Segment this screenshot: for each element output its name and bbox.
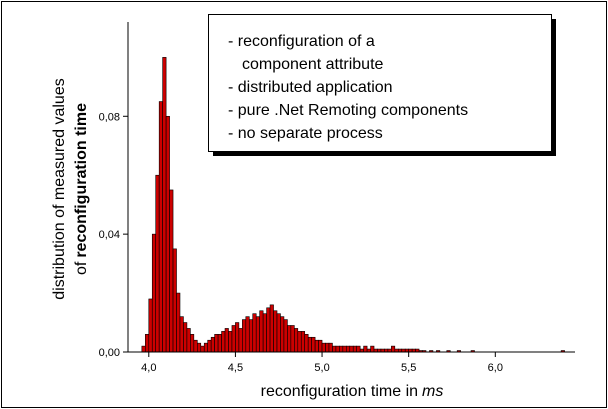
x-tick-label: 4,5 bbox=[228, 362, 243, 374]
bar bbox=[339, 345, 344, 353]
bar bbox=[200, 345, 205, 353]
bar bbox=[262, 313, 267, 353]
bar bbox=[370, 345, 375, 353]
bar bbox=[346, 345, 351, 353]
bar bbox=[210, 336, 215, 353]
y-axis-label: distribution of measured values bbox=[51, 78, 68, 299]
bar bbox=[203, 342, 208, 353]
bar bbox=[328, 342, 333, 353]
bar bbox=[224, 328, 229, 353]
annotation-box bbox=[208, 14, 552, 152]
bar bbox=[197, 342, 202, 353]
bar bbox=[321, 342, 326, 353]
y-axis-label-bold: reconfiguration time bbox=[73, 103, 90, 258]
bar bbox=[356, 345, 361, 353]
annotation-line: - no separate process bbox=[228, 125, 383, 142]
bar bbox=[214, 334, 219, 353]
bar bbox=[318, 339, 323, 353]
annotation-line: component attribute bbox=[242, 56, 384, 73]
bar bbox=[193, 339, 198, 353]
bar bbox=[221, 331, 226, 353]
bar bbox=[179, 316, 184, 353]
bar bbox=[266, 307, 271, 353]
bar bbox=[255, 316, 260, 353]
bar bbox=[169, 189, 174, 353]
bar bbox=[252, 313, 257, 353]
x-tick-label: 5,0 bbox=[314, 362, 329, 374]
bar bbox=[283, 319, 288, 353]
bar bbox=[248, 319, 254, 353]
annotation-line: - distributed application bbox=[228, 79, 393, 96]
annotation-line: - reconfiguration of a bbox=[228, 33, 375, 50]
bar bbox=[342, 345, 347, 353]
annotation-line: - pure .Net Remoting components bbox=[228, 102, 468, 119]
bar bbox=[314, 339, 319, 353]
bar bbox=[158, 101, 163, 353]
bar bbox=[155, 174, 160, 353]
bar bbox=[290, 325, 295, 353]
bar bbox=[352, 345, 357, 353]
bar bbox=[238, 328, 243, 353]
bar bbox=[335, 345, 340, 353]
bar bbox=[186, 328, 191, 353]
bar bbox=[304, 334, 309, 353]
annotation: - reconfiguration of a component attribut… bbox=[228, 33, 468, 142]
bar bbox=[259, 310, 264, 353]
bar bbox=[245, 316, 250, 353]
y-axis-label-prefix: of bbox=[73, 261, 90, 275]
bar bbox=[280, 316, 285, 353]
bar bbox=[148, 298, 153, 353]
bar bbox=[269, 304, 274, 353]
x-tick-label: 6,0 bbox=[488, 362, 503, 374]
bar bbox=[300, 331, 306, 353]
bar bbox=[391, 345, 396, 353]
y-tick-label: 0,08 bbox=[99, 111, 120, 123]
y-tick-label: 0,00 bbox=[99, 347, 120, 359]
bar bbox=[297, 331, 302, 353]
bar bbox=[217, 334, 222, 353]
bar bbox=[145, 334, 150, 353]
bar bbox=[242, 319, 247, 353]
x-axis-label: reconfiguration time in ms bbox=[261, 383, 444, 400]
x-tick-label: 5,5 bbox=[401, 362, 416, 374]
bar bbox=[183, 322, 188, 353]
bar bbox=[363, 345, 368, 353]
bar bbox=[276, 313, 281, 353]
bar bbox=[228, 331, 233, 353]
x-axis-label-text: reconfiguration time in bbox=[261, 383, 418, 400]
x-axis-label-unit: ms bbox=[422, 383, 443, 400]
bar bbox=[162, 57, 167, 353]
bar bbox=[349, 345, 354, 353]
y-axis-label: of reconfiguration time bbox=[73, 103, 90, 275]
bar bbox=[307, 336, 312, 353]
bar bbox=[207, 339, 212, 353]
bar bbox=[273, 310, 278, 353]
bar bbox=[190, 334, 195, 353]
bar bbox=[294, 328, 299, 353]
bar bbox=[165, 115, 170, 353]
bar bbox=[141, 345, 146, 353]
bar bbox=[325, 342, 330, 353]
bar bbox=[172, 248, 177, 353]
bar bbox=[176, 292, 181, 353]
bar bbox=[287, 325, 292, 353]
bar bbox=[235, 322, 240, 353]
y-tick-label: 0,04 bbox=[99, 229, 120, 241]
x-tick-label: 4,0 bbox=[141, 362, 156, 374]
bar bbox=[151, 233, 157, 353]
bar bbox=[332, 345, 337, 353]
bar bbox=[311, 336, 316, 353]
bar bbox=[231, 325, 236, 353]
